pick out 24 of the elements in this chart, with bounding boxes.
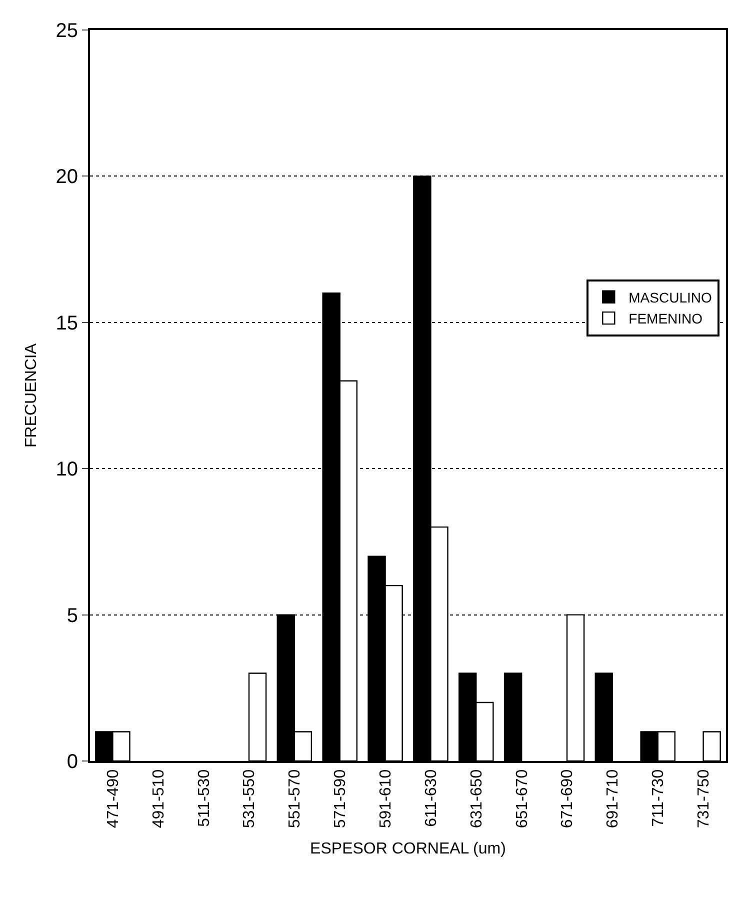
legend-label: MASCULINO — [628, 289, 712, 306]
x-tick-label: 471-490 — [104, 769, 122, 828]
y-tick-label: 20 — [56, 166, 78, 188]
x-axis-title: ESPESOR CORNEAL (um) — [310, 840, 506, 858]
x-tick-label: 491-510 — [150, 769, 168, 828]
legend-label: FEMENINO — [628, 310, 703, 327]
y-tick-label: 5 — [66, 604, 78, 627]
x-tick-label: 711-730 — [650, 769, 668, 827]
x-tick-label: 591-610 — [377, 769, 394, 828]
x-tick-label: 631-650 — [468, 769, 486, 828]
x-tick-label: 611-630 — [422, 769, 440, 827]
y-tick-label: 15 — [56, 312, 78, 334]
x-tick-label: 551-570 — [286, 769, 304, 828]
x-tick-label: 531-550 — [241, 769, 258, 828]
y-tick-label: 10 — [56, 458, 78, 481]
x-tick-label: 671-690 — [559, 769, 576, 828]
x-tick-label: 691-710 — [604, 769, 622, 828]
y-axis-title: FRECUENCIA — [23, 343, 40, 448]
y-tick-label: 25 — [56, 20, 78, 42]
y-tick-label: 0 — [66, 751, 78, 773]
x-tick-label: 511-530 — [196, 769, 213, 827]
x-tick-label: 651-670 — [514, 769, 531, 828]
x-tick-label: 731-750 — [695, 769, 712, 828]
x-tick-label: 571-590 — [332, 769, 350, 828]
